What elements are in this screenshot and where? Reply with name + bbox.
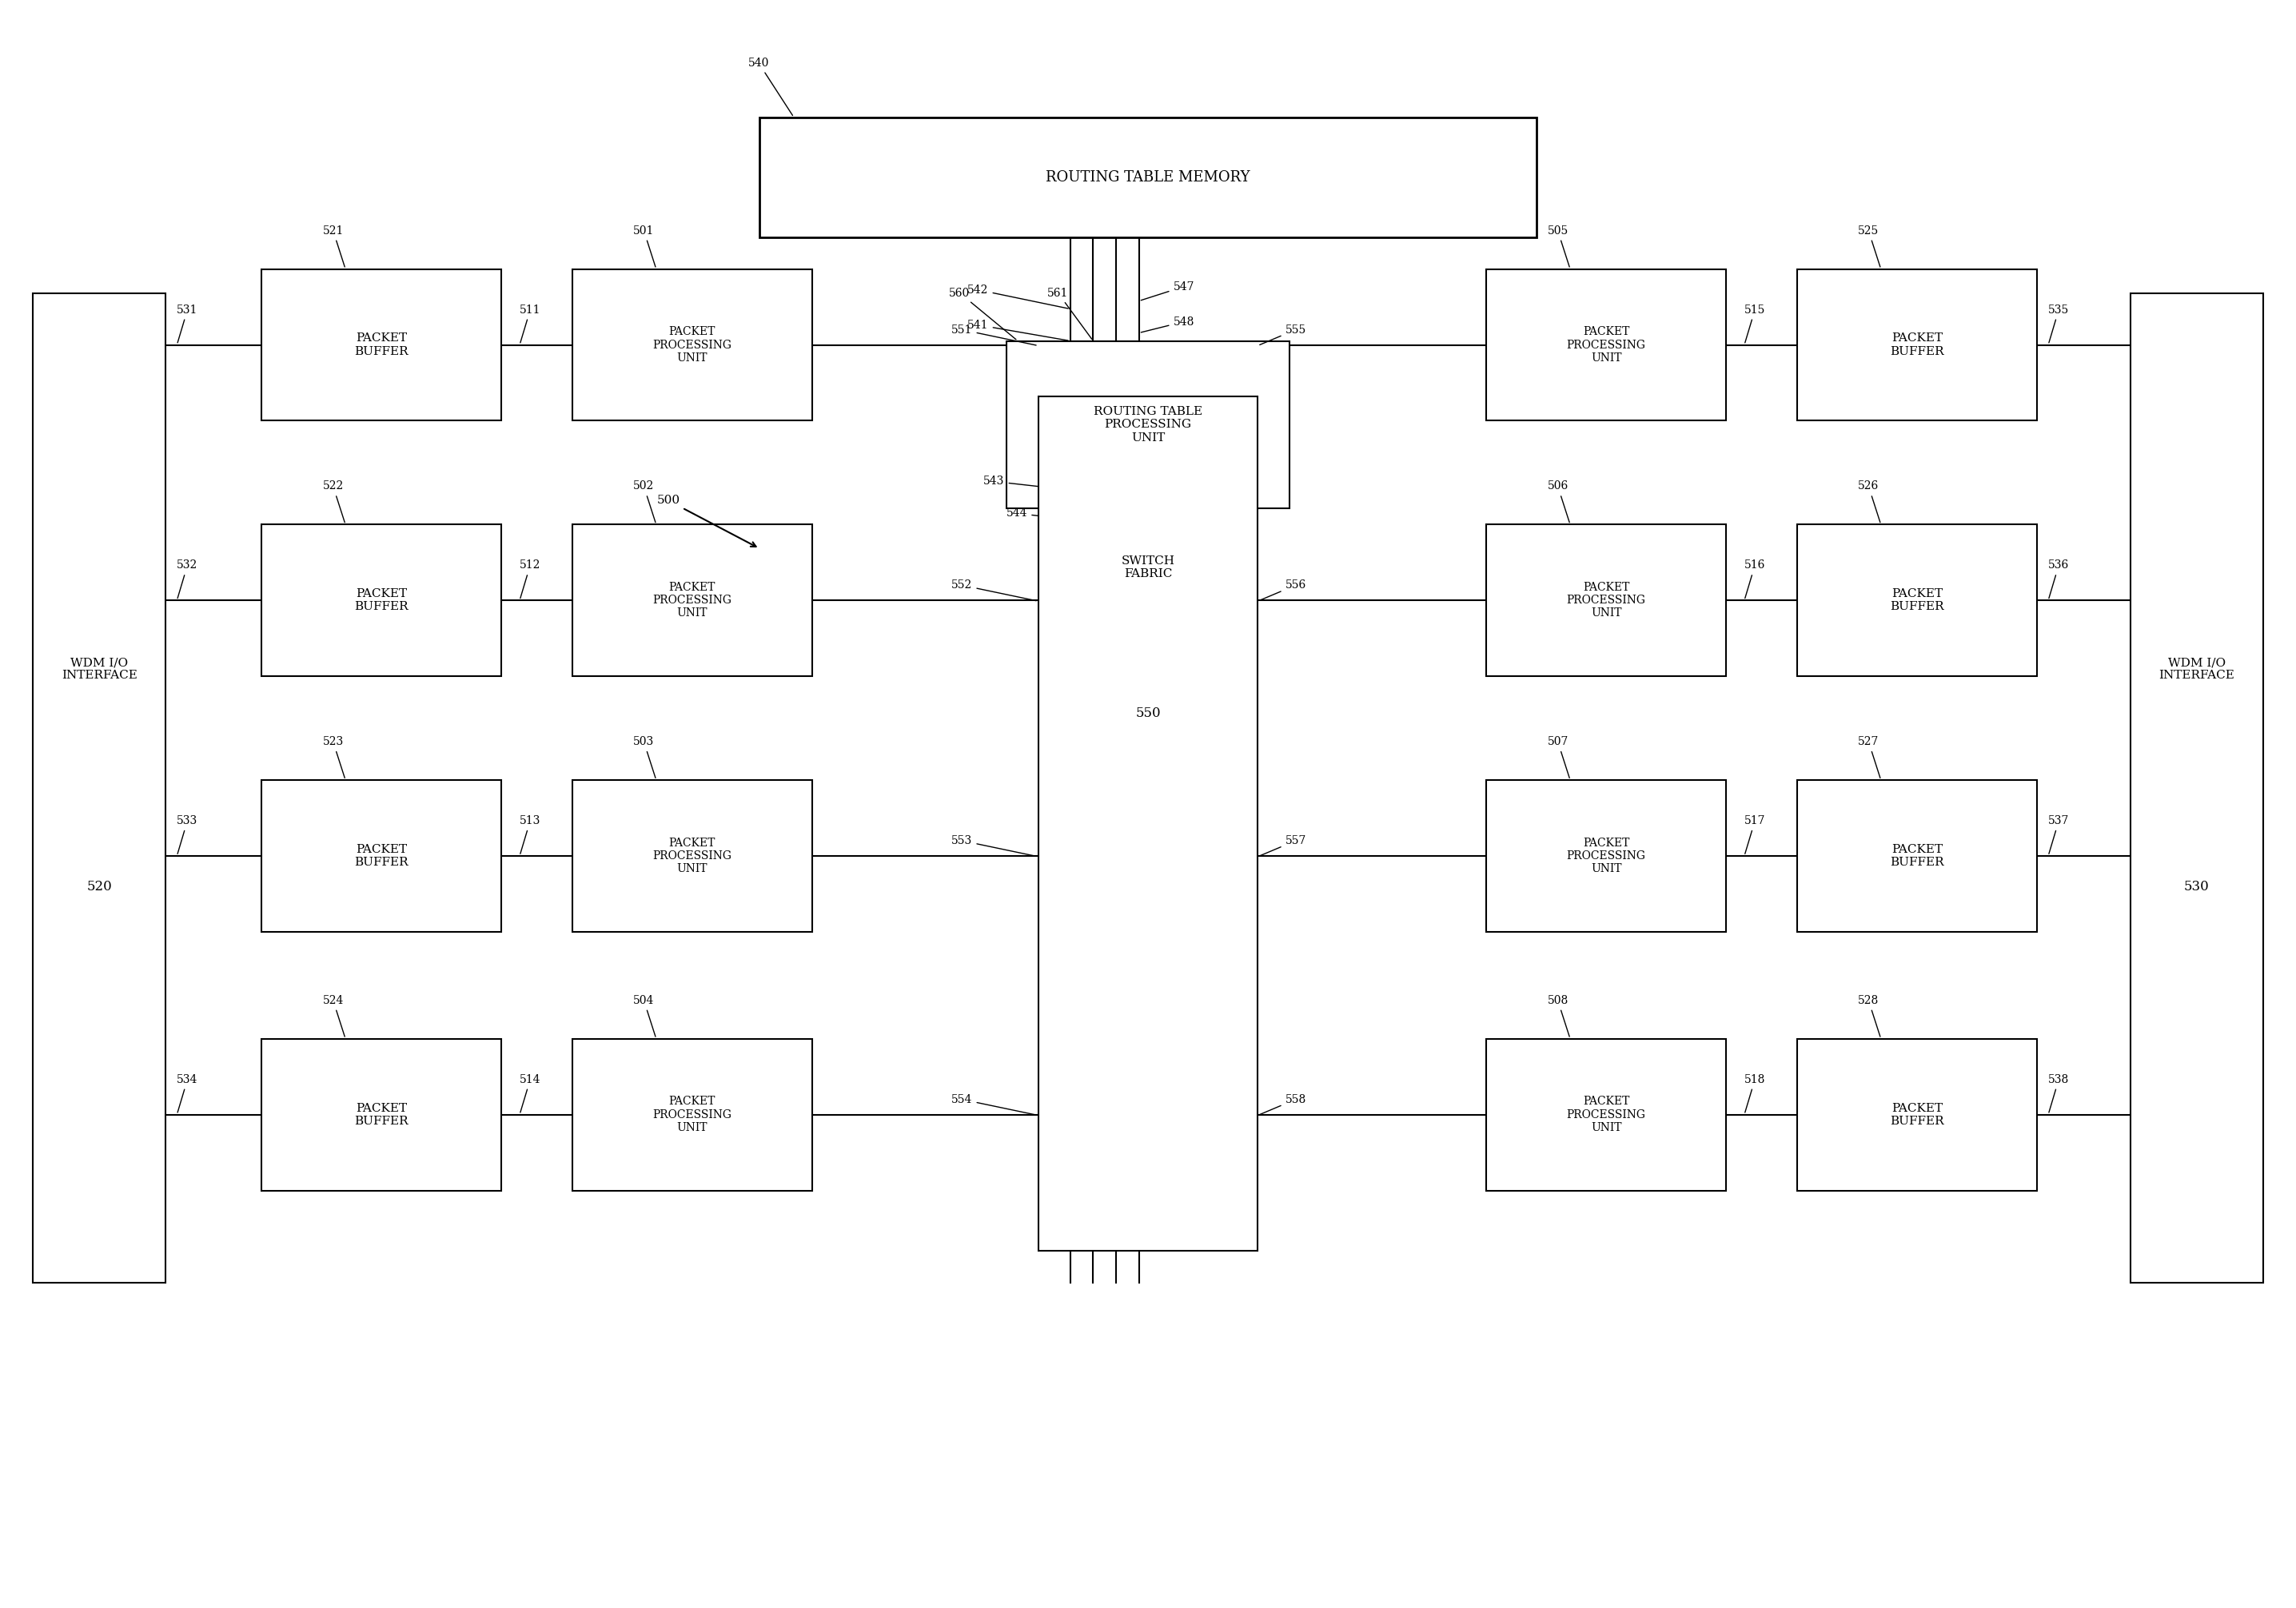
FancyBboxPatch shape bbox=[1486, 524, 1727, 677]
Text: 513: 513 bbox=[519, 815, 542, 854]
Text: 528: 528 bbox=[1857, 995, 1880, 1037]
Text: PACKET
PROCESSING
UNIT: PACKET PROCESSING UNIT bbox=[652, 838, 732, 875]
Text: 511: 511 bbox=[519, 304, 542, 343]
Text: PACKET
BUFFER: PACKET BUFFER bbox=[354, 1103, 409, 1127]
FancyBboxPatch shape bbox=[262, 1039, 501, 1190]
Text: PACKET
PROCESSING
UNIT: PACKET PROCESSING UNIT bbox=[1566, 838, 1646, 875]
Text: 527: 527 bbox=[1857, 736, 1880, 778]
Text: 553: 553 bbox=[951, 835, 1035, 855]
Text: 522: 522 bbox=[321, 481, 344, 523]
Text: 531: 531 bbox=[177, 304, 197, 343]
FancyBboxPatch shape bbox=[572, 524, 813, 677]
FancyBboxPatch shape bbox=[1486, 269, 1727, 421]
Text: PACKET
BUFFER: PACKET BUFFER bbox=[354, 844, 409, 868]
FancyBboxPatch shape bbox=[572, 269, 813, 421]
FancyBboxPatch shape bbox=[572, 780, 813, 931]
Text: 542: 542 bbox=[967, 285, 1068, 309]
Text: 557: 557 bbox=[1261, 835, 1306, 855]
Text: 562: 562 bbox=[1104, 540, 1125, 556]
Text: PACKET
PROCESSING
UNIT: PACKET PROCESSING UNIT bbox=[1566, 1097, 1646, 1134]
Text: ROUTING TABLE
PROCESSING
UNIT: ROUTING TABLE PROCESSING UNIT bbox=[1093, 407, 1203, 444]
Text: 550: 550 bbox=[1134, 706, 1162, 720]
FancyBboxPatch shape bbox=[1798, 1039, 2037, 1190]
Text: 537: 537 bbox=[2048, 815, 2069, 854]
Text: 500: 500 bbox=[657, 495, 755, 547]
Text: SWITCH
FABRIC: SWITCH FABRIC bbox=[1120, 556, 1176, 580]
Text: 502: 502 bbox=[634, 481, 654, 523]
Text: 535: 535 bbox=[2048, 304, 2069, 343]
Text: 544: 544 bbox=[1006, 508, 1114, 524]
FancyBboxPatch shape bbox=[262, 780, 501, 931]
FancyBboxPatch shape bbox=[1038, 397, 1258, 1251]
Text: PACKET
PROCESSING
UNIT: PACKET PROCESSING UNIT bbox=[652, 326, 732, 363]
Text: 556: 556 bbox=[1261, 579, 1306, 600]
Text: 523: 523 bbox=[321, 736, 344, 778]
Text: PACKET
PROCESSING
UNIT: PACKET PROCESSING UNIT bbox=[652, 582, 732, 619]
Text: 561: 561 bbox=[1047, 288, 1093, 339]
Text: 533: 533 bbox=[177, 815, 197, 854]
Text: WDM I/O
INTERFACE: WDM I/O INTERFACE bbox=[2158, 658, 2234, 682]
Text: 514: 514 bbox=[519, 1074, 542, 1113]
Text: 530: 530 bbox=[2183, 880, 2209, 894]
Text: 524: 524 bbox=[321, 995, 344, 1037]
FancyBboxPatch shape bbox=[262, 269, 501, 421]
Text: 516: 516 bbox=[1745, 560, 1766, 598]
FancyBboxPatch shape bbox=[1798, 269, 2037, 421]
Text: 505: 505 bbox=[1548, 225, 1570, 267]
Text: 554: 554 bbox=[951, 1093, 1035, 1114]
FancyBboxPatch shape bbox=[1006, 341, 1290, 508]
Text: 534: 534 bbox=[177, 1074, 197, 1113]
Text: PACKET
PROCESSING
UNIT: PACKET PROCESSING UNIT bbox=[652, 1097, 732, 1134]
Text: 541: 541 bbox=[967, 320, 1068, 341]
FancyBboxPatch shape bbox=[760, 117, 1536, 236]
Text: 547: 547 bbox=[1141, 281, 1194, 301]
FancyBboxPatch shape bbox=[2131, 293, 2264, 1283]
FancyBboxPatch shape bbox=[1798, 780, 2037, 931]
Text: 503: 503 bbox=[634, 736, 654, 778]
Text: PACKET
BUFFER: PACKET BUFFER bbox=[354, 589, 409, 613]
Text: PACKET
PROCESSING
UNIT: PACKET PROCESSING UNIT bbox=[1566, 582, 1646, 619]
Text: 526: 526 bbox=[1857, 481, 1880, 523]
Text: ROUTING TABLE MEMORY: ROUTING TABLE MEMORY bbox=[1047, 170, 1249, 185]
FancyBboxPatch shape bbox=[1798, 524, 2037, 677]
Text: 536: 536 bbox=[2048, 560, 2069, 598]
Text: 525: 525 bbox=[1857, 225, 1880, 267]
Text: 555: 555 bbox=[1261, 325, 1306, 344]
FancyBboxPatch shape bbox=[1486, 780, 1727, 931]
FancyBboxPatch shape bbox=[262, 524, 501, 677]
Text: WDM I/O
INTERFACE: WDM I/O INTERFACE bbox=[62, 658, 138, 682]
Text: 538: 538 bbox=[2048, 1074, 2069, 1113]
Text: 518: 518 bbox=[1745, 1074, 1766, 1113]
FancyBboxPatch shape bbox=[32, 293, 165, 1283]
Text: 532: 532 bbox=[177, 560, 197, 598]
Text: 540: 540 bbox=[748, 58, 792, 116]
Text: 543: 543 bbox=[983, 476, 1091, 492]
Text: 546: 546 bbox=[1141, 466, 1194, 484]
Text: 506: 506 bbox=[1548, 481, 1570, 523]
Text: 548: 548 bbox=[1141, 317, 1194, 333]
Text: PACKET
PROCESSING
UNIT: PACKET PROCESSING UNIT bbox=[1566, 326, 1646, 363]
Text: 512: 512 bbox=[519, 560, 542, 598]
FancyBboxPatch shape bbox=[572, 1039, 813, 1190]
Text: 507: 507 bbox=[1548, 736, 1570, 778]
Text: 504: 504 bbox=[634, 995, 654, 1037]
Text: 521: 521 bbox=[321, 225, 344, 267]
Text: PACKET
BUFFER: PACKET BUFFER bbox=[1890, 844, 1945, 868]
Text: PACKET
BUFFER: PACKET BUFFER bbox=[1890, 1103, 1945, 1127]
Text: 508: 508 bbox=[1548, 995, 1570, 1037]
Text: PACKET
BUFFER: PACKET BUFFER bbox=[1890, 333, 1945, 357]
Text: PACKET
BUFFER: PACKET BUFFER bbox=[354, 333, 409, 357]
Text: PACKET
BUFFER: PACKET BUFFER bbox=[1890, 589, 1945, 613]
Text: 552: 552 bbox=[951, 579, 1035, 601]
Text: 520: 520 bbox=[87, 880, 113, 894]
Text: 560: 560 bbox=[948, 288, 1017, 339]
FancyBboxPatch shape bbox=[1486, 1039, 1727, 1190]
Text: 558: 558 bbox=[1261, 1093, 1306, 1114]
Text: 545: 545 bbox=[1141, 502, 1194, 516]
Text: 515: 515 bbox=[1745, 304, 1766, 343]
Text: 517: 517 bbox=[1745, 815, 1766, 854]
Text: 501: 501 bbox=[634, 225, 654, 267]
Text: 551: 551 bbox=[951, 325, 1035, 346]
